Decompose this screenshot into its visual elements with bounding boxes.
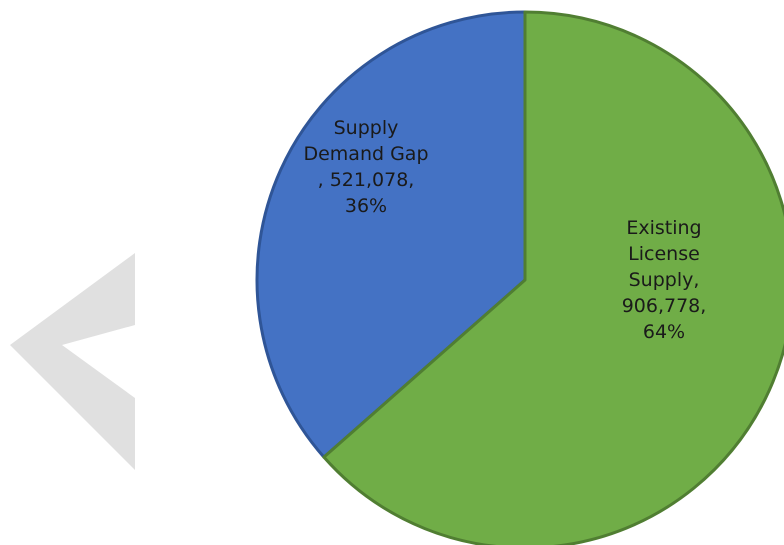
data-label-existing-license-supply: Existing License Supply, 906,778, 64%: [622, 217, 707, 343]
data-label-line: Existing: [626, 217, 701, 239]
data-label-line: License: [628, 243, 700, 265]
data-label-line: 64%: [643, 321, 685, 343]
data-label-supply-demand-gap: Supply Demand Gap , 521,078, 36%: [303, 117, 428, 217]
data-label-line: 906,778,: [622, 295, 707, 317]
data-label-line: Supply: [334, 117, 399, 139]
pie-slice-existing-license-supply: [322, 10, 784, 545]
data-label-line: Supply,: [629, 269, 700, 291]
data-label-line: Demand Gap: [303, 143, 428, 165]
data-label-line: 36%: [345, 195, 387, 217]
pie-slice-supply-demand-gap: [255, 10, 527, 459]
data-label-line: , 521,078,: [318, 169, 415, 191]
